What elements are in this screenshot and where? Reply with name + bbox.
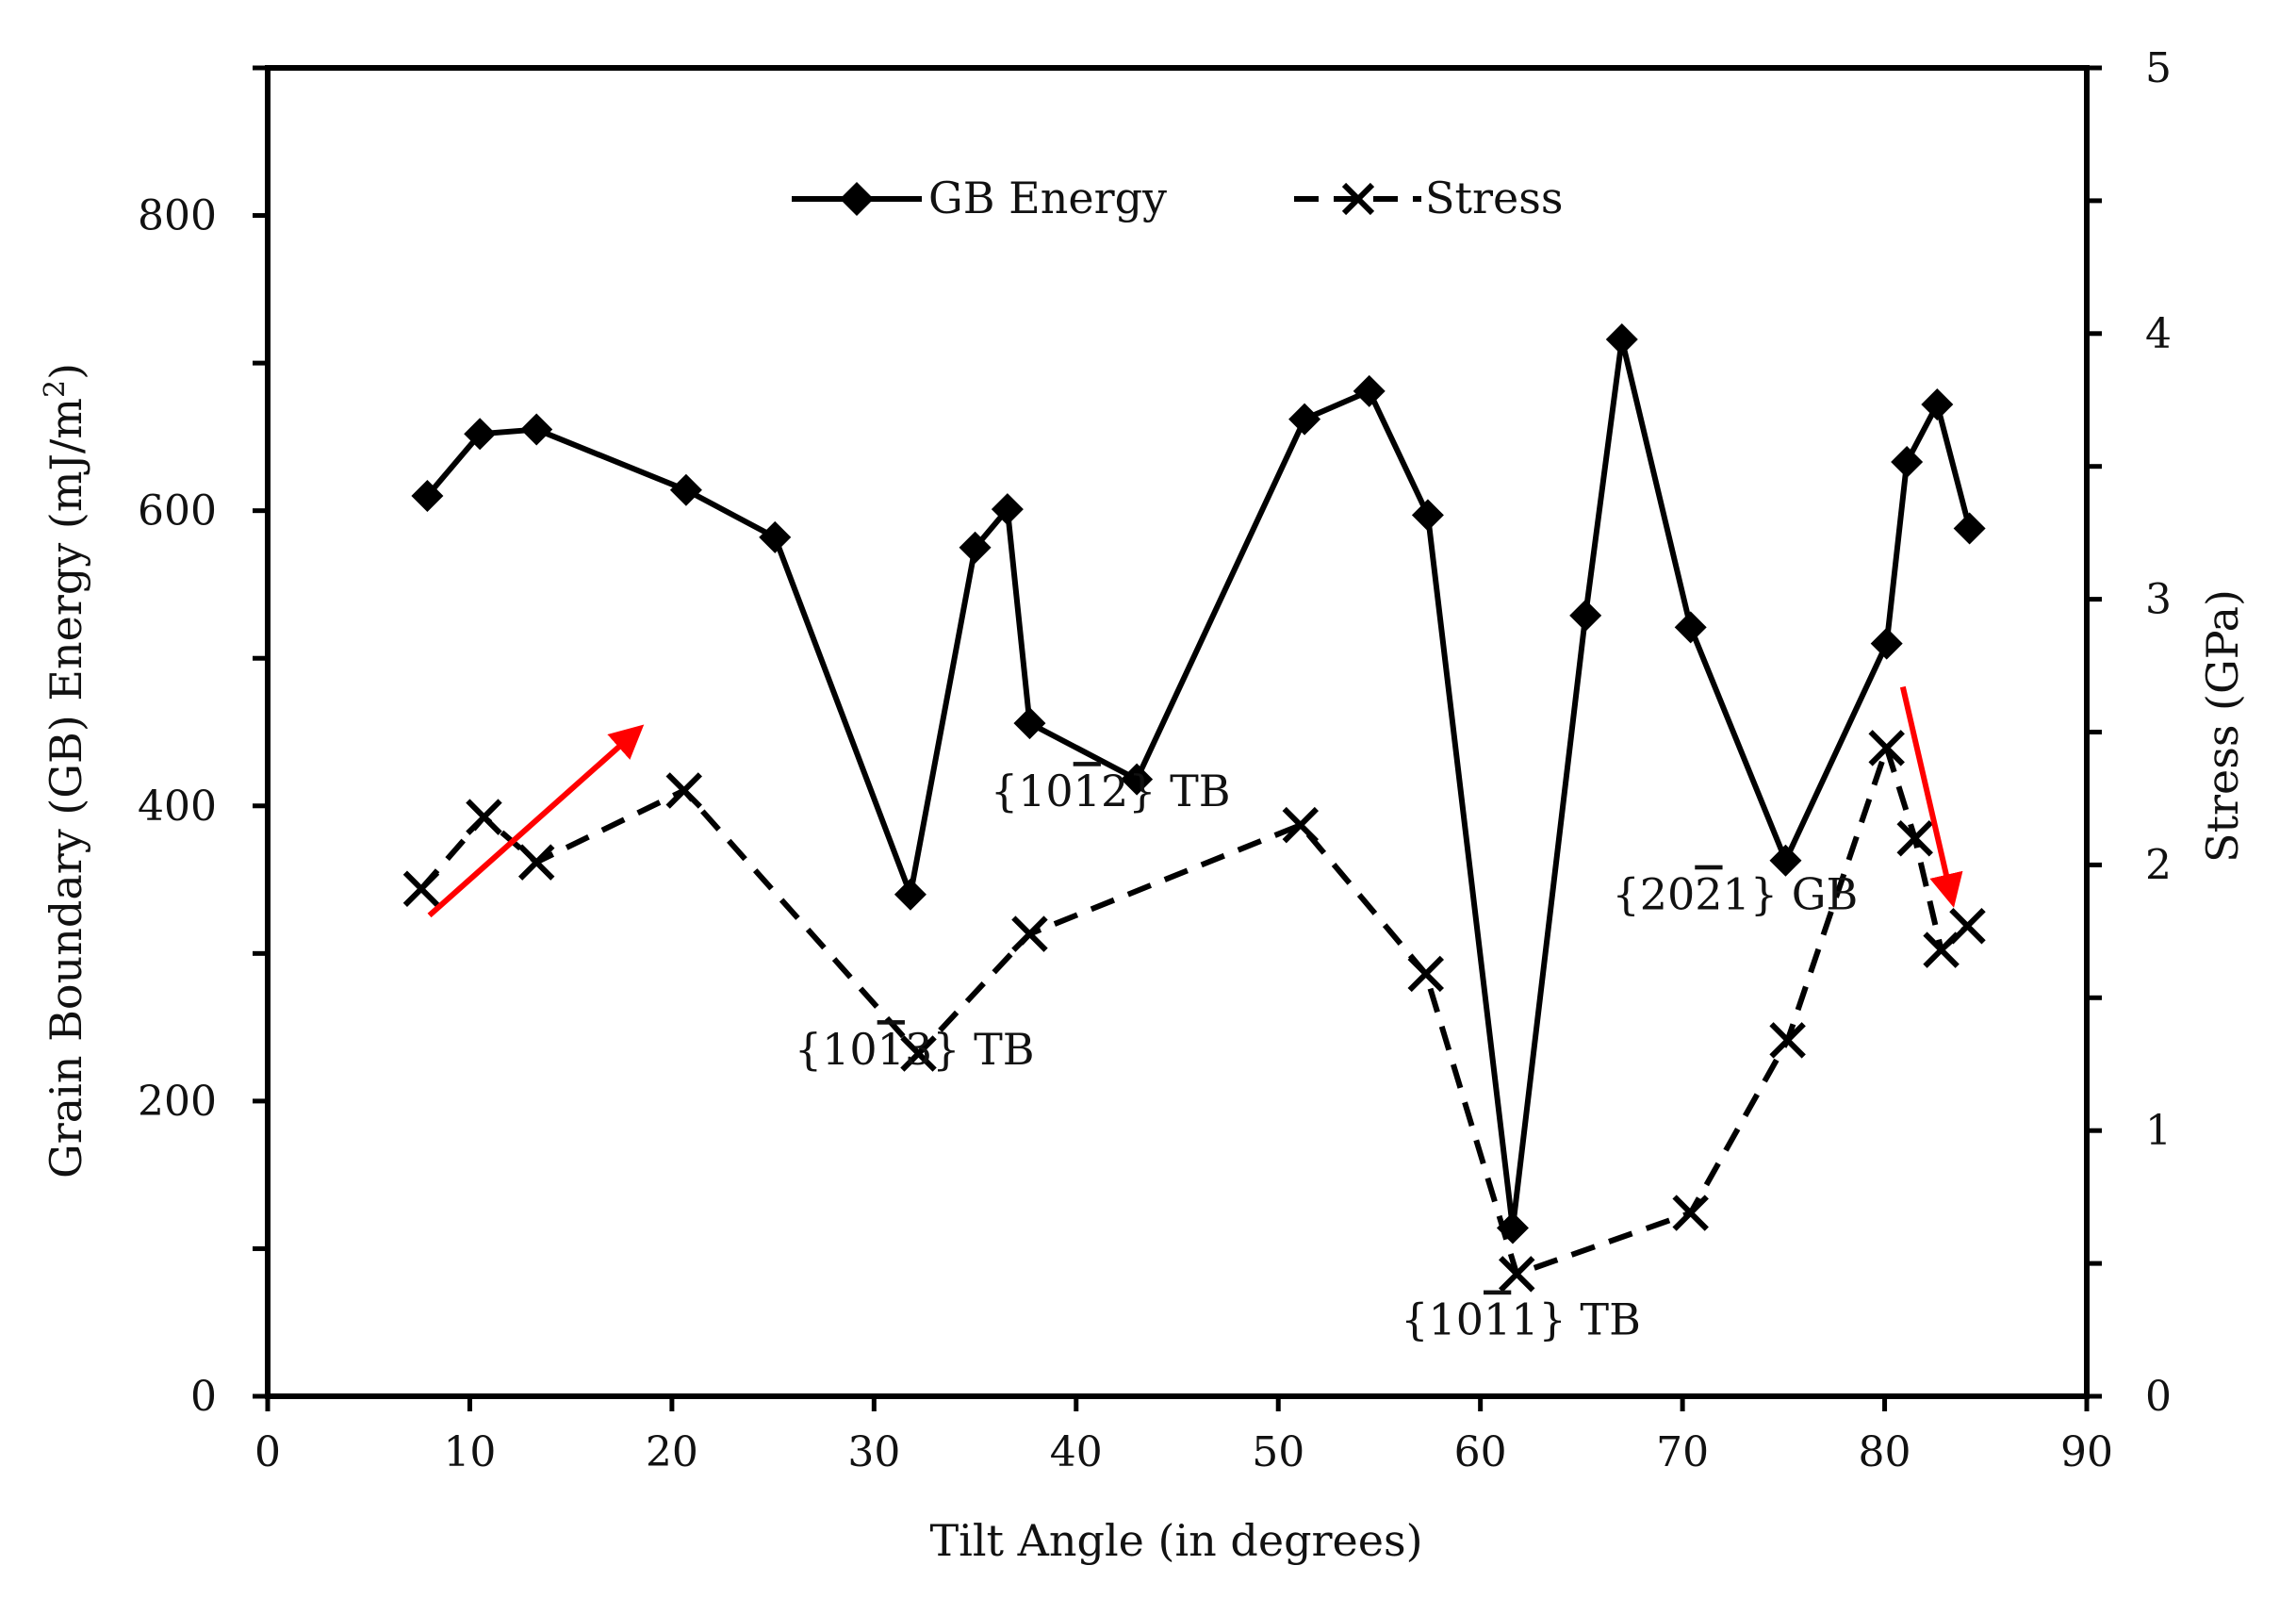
gb-energy-point xyxy=(759,520,792,553)
gb-energy-point xyxy=(1013,707,1046,740)
y2-tick-label: 4 xyxy=(2145,310,2172,358)
gb-energy-point xyxy=(894,878,927,911)
red-arrow xyxy=(1899,685,1963,908)
stress-point xyxy=(1011,915,1048,952)
annotation-bar-digit: 1 xyxy=(1484,1294,1511,1345)
y2-axis-title: Stress (GPa) xyxy=(2197,589,2248,863)
gb-energy-point xyxy=(464,418,497,451)
y2-tick-label: 1 xyxy=(2145,1107,2172,1155)
gb-energy-point xyxy=(1769,844,1802,877)
y-tick-label: 800 xyxy=(138,192,217,240)
annotation-layer: {1013} TB{1012} TB{1011} TB{2021} GB xyxy=(427,685,1963,1345)
gb-energy-point xyxy=(1353,374,1386,407)
gb-energy-point xyxy=(1569,599,1602,632)
gb-energy-point xyxy=(520,413,553,446)
y-axis-title: Grain Boundary (GB) Energy (mJ/m2) xyxy=(39,363,91,1178)
stress-line xyxy=(418,745,1970,1277)
annotation-prefix: {10 xyxy=(795,1024,877,1075)
gb-energy-line xyxy=(425,337,1973,1231)
stress-point xyxy=(1896,819,1933,857)
y2-tick-label: 5 xyxy=(2145,44,2172,92)
gb-energy-point xyxy=(1921,387,1954,420)
gb-energy-point xyxy=(1674,611,1707,644)
annotation-bar-digit: 2 xyxy=(1695,869,1722,920)
y2-tick-label: 0 xyxy=(2145,1373,2172,1421)
annotation-prefix: {20 xyxy=(1612,869,1695,920)
annotation-label: {2021} GB xyxy=(1612,869,1858,920)
stress-point xyxy=(1769,1022,1806,1059)
stress-point xyxy=(1949,907,1986,945)
stress-point xyxy=(1282,806,1320,844)
annotation-label: {1011} TB xyxy=(1401,1294,1641,1345)
annotation-label: {1013} TB xyxy=(795,1024,1035,1075)
gb-energy-point xyxy=(1411,499,1444,532)
x-tick-label: 60 xyxy=(1454,1428,1507,1476)
gb-energy-point xyxy=(959,531,992,564)
stress-point xyxy=(466,799,502,835)
x-axis-title: Tilt Angle (in degrees) xyxy=(929,1515,1422,1566)
annotation-suffix: 1} GB xyxy=(1723,869,1859,920)
x-tick-label: 10 xyxy=(443,1428,496,1476)
x-tick-label: 80 xyxy=(1859,1428,1911,1476)
annotation-bar-digit: 1 xyxy=(877,1024,905,1075)
annotation-suffix: 1} TB xyxy=(1511,1294,1641,1345)
gb-energy-point xyxy=(1870,627,1903,660)
stress-point xyxy=(1672,1195,1709,1231)
y-tick-label: 200 xyxy=(138,1078,217,1126)
legend-gb-energy-marker xyxy=(840,182,874,216)
x-tick-label: 20 xyxy=(646,1428,698,1476)
legend-stress-label: Stress xyxy=(1425,173,1563,223)
y-tick-label: 0 xyxy=(190,1373,217,1421)
gb-energy-point xyxy=(1121,763,1154,796)
gb-energy-point xyxy=(1288,403,1321,436)
stress-point xyxy=(1499,1256,1535,1293)
stress-point xyxy=(900,1035,937,1072)
stress-point xyxy=(1868,730,1905,766)
series-layer xyxy=(402,323,1986,1293)
x-tick-label: 0 xyxy=(254,1428,281,1476)
y-tick-label: 400 xyxy=(138,783,217,831)
gb-energy-point xyxy=(1605,323,1638,356)
stress-point xyxy=(402,870,440,908)
y-tick-label: 600 xyxy=(138,487,217,536)
x-tick-label: 70 xyxy=(1656,1428,1709,1476)
x-tick-label: 50 xyxy=(1252,1428,1304,1476)
y2-tick-label: 3 xyxy=(2145,576,2172,624)
stress-point xyxy=(517,844,555,881)
red-arrow xyxy=(427,724,645,918)
plot-frame xyxy=(265,65,2090,1399)
annotation-suffix: 3} TB xyxy=(905,1024,1035,1075)
annotation-bar-digit: 1 xyxy=(1074,766,1101,816)
x-tick-label: 90 xyxy=(2060,1428,2113,1476)
gb-energy-point xyxy=(1891,446,1924,479)
legend: GB Energy Stress xyxy=(792,173,1563,223)
gb-energy-point xyxy=(1953,512,1986,545)
gb-energy-point xyxy=(669,473,702,506)
gb-energy-point xyxy=(411,480,444,513)
legend-gb-energy-label: GB Energy xyxy=(928,173,1167,223)
y-axis-title-close: ) xyxy=(41,363,91,380)
stress-point xyxy=(665,772,702,809)
y-axis-title-main: Grain Boundary (GB) Energy (mJ/m xyxy=(41,398,91,1178)
annotation-prefix: {10 xyxy=(991,766,1074,816)
legend-stress-marker xyxy=(1341,182,1375,216)
axes-layer: 0 10 20 30 40 50 60 70 80 90 0 200 400 600 800 0 1 2 3 4 5 xyxy=(138,44,2172,1476)
x-tick-label: 30 xyxy=(847,1428,900,1476)
annotation-prefix: {10 xyxy=(1401,1294,1484,1345)
stress-point xyxy=(1407,955,1445,993)
x-tick-label: 40 xyxy=(1050,1428,1103,1476)
annotation-suffix: 2} TB xyxy=(1101,766,1231,816)
annotation-label: {1012} TB xyxy=(991,766,1231,816)
gb-energy-point xyxy=(991,493,1024,526)
y2-tick-label: 2 xyxy=(2145,841,2172,889)
y-axis-title-sup: 2 xyxy=(39,380,72,398)
